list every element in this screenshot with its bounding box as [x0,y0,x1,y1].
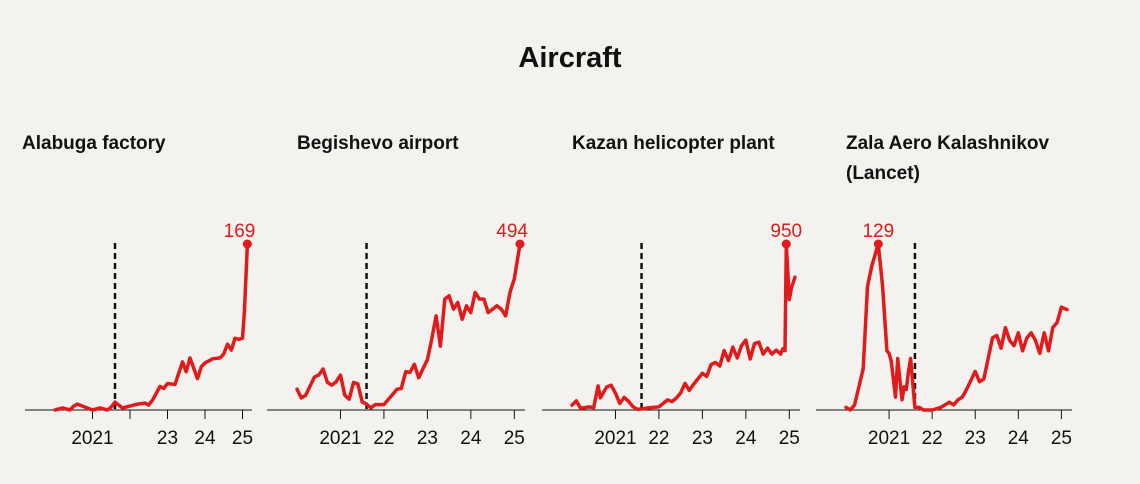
peak-marker [781,239,791,249]
peak-label: 494 [496,221,528,242]
series-line [844,242,1069,412]
series-line [295,242,522,410]
x-tick-label: 22 [648,428,669,449]
series-line [570,242,797,412]
x-tick-label: 24 [735,428,757,449]
x-tick-label: 2021 [319,428,361,449]
x-tick-label: 24 [1008,428,1030,449]
panel-1: Alabuga factory 2021 23 24 25 169 [22,133,255,449]
x-tick-label: 23 [157,428,178,449]
panel-title: (Lancet) [846,163,920,184]
chart-title: Aircraft [518,42,622,74]
x-tick-label: 25 [232,428,253,449]
peak-marker [515,239,525,249]
panel-title: Begishevo airport [297,133,459,154]
x-tick-label: 23 [692,428,713,449]
panel-4: Zala Aero Kalashnikov (Lancet) 2021 22 23 24 2… [816,133,1072,449]
x-tick-label: 2021 [594,428,636,449]
panel-title: Zala Aero Kalashnikov [846,133,1050,154]
panel-2: Begishevo airport 2021 22 23 24 25 494 [267,133,528,449]
x-tick-label: 24 [460,428,482,449]
peak-marker [873,239,883,249]
x-tick-label: 23 [417,428,438,449]
x-tick-label: 2021 [868,428,910,449]
peak-label: 950 [770,221,802,242]
x-tick-label: 22 [922,428,943,449]
x-tick-label: 24 [194,428,216,449]
x-tick-label: 25 [779,428,800,449]
x-tick-label: 23 [965,428,986,449]
panel-title: Alabuga factory [22,133,166,154]
peak-marker [242,239,252,249]
x-tick-label: 25 [504,428,525,449]
peak-label: 129 [862,221,894,242]
peak-label: 169 [224,221,256,242]
panel-3: Kazan helicopter plant 2021 22 23 24 25 950 [542,133,802,449]
x-tick-label: 2021 [71,428,113,449]
series-line [53,242,250,412]
x-tick-label: 25 [1051,428,1072,449]
panel-title: Kazan helicopter plant [572,133,775,154]
x-tick-label: 22 [373,428,394,449]
